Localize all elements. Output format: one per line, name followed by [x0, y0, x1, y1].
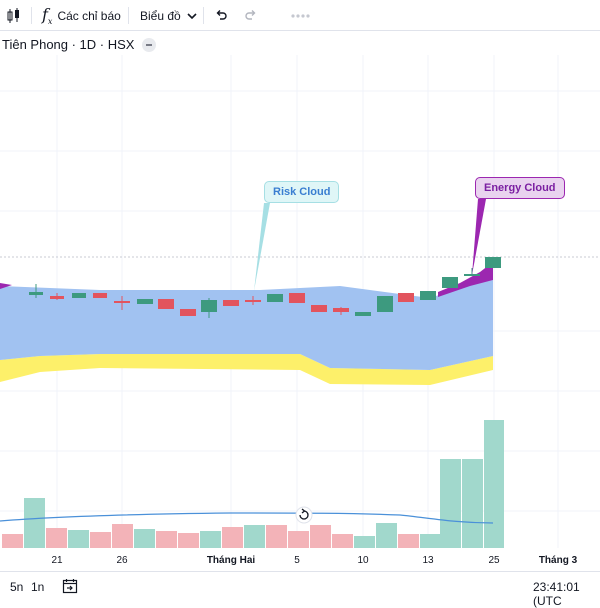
x-tick-label: 26	[116, 555, 128, 566]
undo-button[interactable]	[214, 0, 228, 31]
calendar-goto-icon[interactable]	[62, 578, 78, 594]
range-5n-button[interactable]: 5n	[10, 580, 24, 594]
x-tick-label: 10	[357, 555, 369, 566]
energy-cloud-pointer	[472, 199, 486, 275]
redo-icon	[245, 9, 256, 20]
more-icon	[291, 13, 310, 18]
energy-cloud-callout[interactable]: Energy Cloud	[475, 177, 565, 199]
chevron-down-icon	[187, 12, 197, 19]
energy-cloud-left	[0, 283, 12, 289]
chart-type-button[interactable]	[6, 0, 22, 31]
toolbar-divider	[31, 7, 32, 24]
reset-icon	[299, 508, 309, 520]
redo-button[interactable]	[244, 0, 258, 31]
symbol-legend[interactable]: Tiên Phong · 1D · HSX	[2, 37, 157, 52]
risk-cloud-callout[interactable]: Risk Cloud	[264, 181, 340, 203]
x-tick-label: 13	[422, 555, 434, 566]
undo-icon	[216, 9, 227, 20]
toolbar-divider	[203, 7, 204, 24]
collapse-legend-icon[interactable]	[142, 37, 157, 52]
reset-button[interactable]	[295, 506, 313, 524]
more-button[interactable]	[290, 0, 310, 31]
fx-icon: fx	[42, 4, 53, 27]
chart-menu-button[interactable]: Biểu đồ	[140, 0, 199, 31]
x-tick-label: 5	[294, 555, 300, 566]
timezone-clock[interactable]: 23:41:01 (UTC	[533, 580, 580, 608]
risk-cloud-label: Risk Cloud	[273, 186, 331, 198]
x-tick-label: Tháng 3	[539, 555, 578, 566]
volume-bars	[2, 420, 504, 548]
x-axis: 21 26 Tháng Hai 5 10 13 25 Tháng 3	[51, 555, 577, 566]
indicators-label: Các chỉ báo	[57, 8, 121, 23]
toolbar-divider	[128, 7, 129, 24]
x-tick-label: 25	[488, 555, 500, 566]
indicators-button[interactable]: fx Các chỉ báo	[42, 0, 121, 31]
x-tick-label: Tháng Hai	[207, 555, 256, 566]
x-tick-label: 21	[51, 555, 63, 566]
volume-ma-line	[0, 512, 494, 524]
chart-menu-label: Biểu đồ	[140, 8, 181, 23]
risk-cloud-pointer	[254, 203, 270, 291]
top-toolbar: fx Các chỉ báo Biểu đồ	[0, 0, 600, 31]
symbol-title: Tiên Phong · 1D · HSX	[2, 37, 135, 52]
candles	[29, 257, 501, 318]
price-chart[interactable]: 21 26 Tháng Hai 5 10 13 25 Tháng 3	[0, 31, 600, 571]
energy-cloud-label: Energy Cloud	[484, 182, 556, 194]
bottom-toolbar: 5n 1n 23:41:01 (UTC	[0, 571, 600, 608]
range-1n-button[interactable]: 1n	[31, 580, 45, 594]
energy-cloud	[438, 262, 493, 297]
risk-cloud-yellow	[0, 354, 493, 385]
candles-icon	[7, 7, 19, 23]
